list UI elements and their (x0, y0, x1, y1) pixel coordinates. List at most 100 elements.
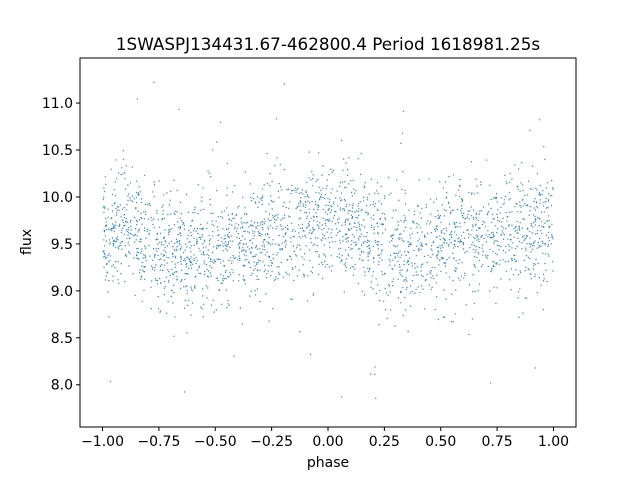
data-point (137, 194, 139, 196)
data-point (272, 200, 275, 203)
data-point (493, 240, 496, 242)
data-point (121, 229, 123, 232)
data-point (495, 240, 497, 242)
data-point (507, 238, 509, 240)
data-point (492, 218, 494, 220)
data-point (129, 232, 131, 235)
data-point (116, 236, 119, 238)
data-point (304, 201, 307, 203)
data-point (522, 205, 524, 207)
data-point (218, 234, 220, 236)
data-point (433, 201, 435, 203)
data-point (310, 237, 312, 240)
data-point (221, 211, 223, 213)
data-point (210, 304, 213, 306)
data-point (403, 230, 405, 232)
data-point (443, 209, 445, 211)
data-point (227, 241, 230, 243)
data-point (209, 272, 211, 274)
data-point (451, 209, 453, 211)
data-point (445, 196, 448, 198)
data-point (157, 254, 159, 257)
data-point (304, 211, 306, 214)
data-point (232, 240, 234, 242)
data-point (482, 254, 484, 256)
data-point (256, 196, 259, 198)
data-point (270, 275, 272, 277)
data-point (454, 269, 456, 272)
data-point (437, 214, 439, 217)
data-point (113, 239, 115, 241)
data-point (257, 269, 259, 272)
data-point (456, 226, 458, 228)
data-point (398, 237, 400, 239)
data-point (213, 262, 215, 264)
data-point (471, 244, 473, 246)
data-point (534, 263, 536, 265)
data-point (464, 274, 466, 277)
data-point (322, 264, 324, 266)
data-point (118, 209, 120, 211)
data-point (113, 189, 115, 191)
data-point (420, 248, 422, 251)
data-point (500, 197, 503, 199)
data-point (364, 211, 367, 213)
data-point (250, 274, 252, 277)
data-point (485, 234, 487, 236)
data-point (150, 265, 153, 267)
data-point (521, 184, 524, 186)
data-point (356, 217, 359, 219)
data-point (282, 235, 285, 238)
data-point (226, 233, 229, 236)
data-point (423, 255, 426, 258)
data-point (359, 173, 362, 176)
data-point (115, 207, 117, 210)
data-point (179, 249, 181, 251)
data-point (345, 218, 347, 221)
data-point (384, 288, 386, 290)
data-point (159, 232, 162, 234)
data-point (134, 234, 136, 236)
data-point (505, 251, 507, 253)
data-point (446, 242, 448, 244)
data-point (125, 209, 128, 211)
data-point (195, 262, 197, 265)
data-point (445, 209, 447, 212)
data-point (505, 227, 507, 230)
data-point (369, 204, 371, 206)
data-point (261, 245, 263, 247)
data-point (454, 231, 456, 233)
data-point (516, 229, 518, 231)
data-point (409, 237, 412, 239)
data-point (258, 278, 260, 281)
data-point (330, 232, 332, 234)
data-point (522, 218, 524, 220)
data-point (154, 254, 156, 257)
data-point (390, 240, 393, 242)
data-point (531, 188, 533, 191)
data-point (303, 258, 305, 261)
data-point (235, 214, 238, 216)
data-point (534, 240, 536, 242)
data-point (534, 233, 537, 235)
data-point (312, 292, 315, 295)
data-point (176, 271, 178, 273)
data-point (310, 242, 312, 244)
data-point (222, 275, 225, 277)
data-point (163, 194, 165, 196)
data-point (172, 256, 174, 258)
data-point (448, 276, 451, 278)
data-point (420, 270, 422, 272)
data-point (326, 179, 328, 181)
data-point (473, 244, 475, 247)
data-point (394, 256, 396, 258)
data-point (163, 259, 165, 262)
data-point (273, 279, 275, 281)
data-point (286, 224, 289, 227)
data-point (296, 275, 299, 277)
data-point (203, 263, 206, 265)
data-point (228, 218, 230, 220)
data-point (126, 229, 128, 231)
data-point (157, 238, 159, 240)
data-point (107, 261, 110, 263)
